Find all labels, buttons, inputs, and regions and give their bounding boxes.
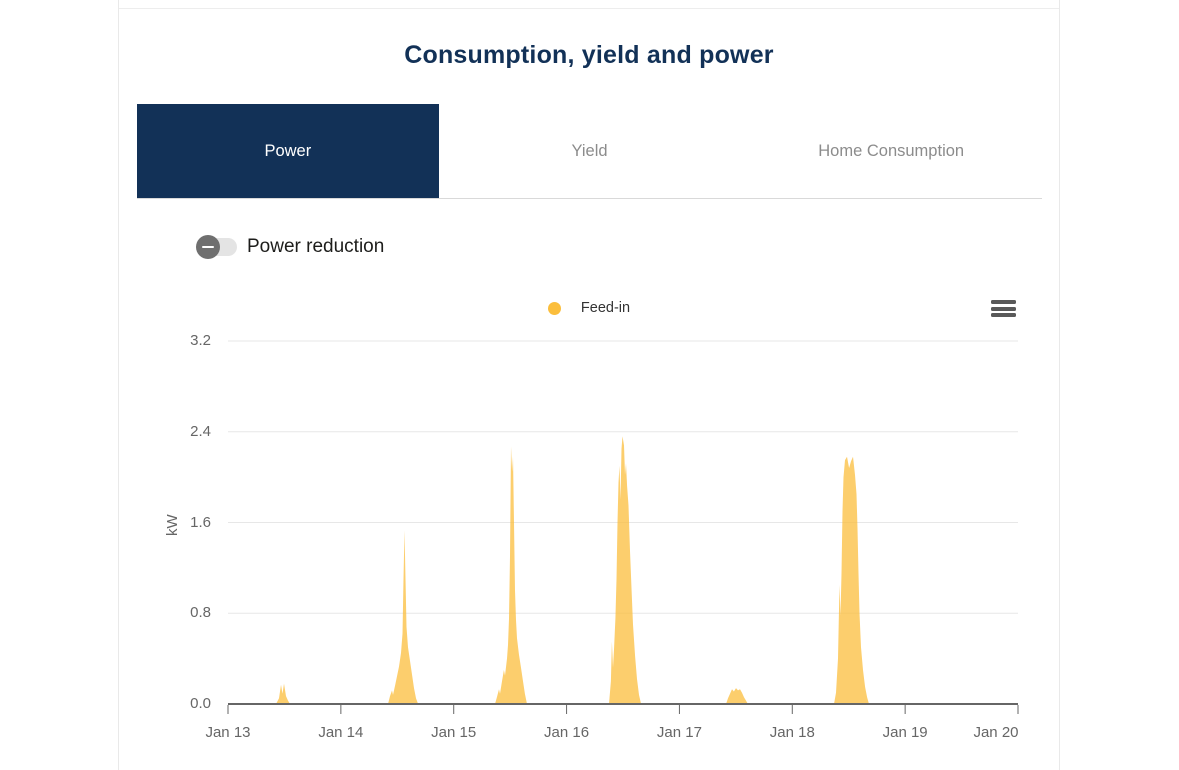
feed-in-color-dot	[547, 301, 561, 315]
x-tick-label: Jan 16	[544, 724, 590, 741]
x-tick-label: Jan 14	[318, 724, 364, 741]
tab-power[interactable]: Power	[137, 104, 439, 198]
page-title: Consumption, yield and power	[404, 41, 774, 69]
export-menu-button[interactable]	[991, 300, 1016, 317]
power-reduction-label: Power reduction	[247, 236, 385, 257]
legend-item-feed-in[interactable]: Feed-in	[547, 300, 631, 316]
x-tick-label: Jan 20	[973, 724, 1019, 741]
hamburger-icon	[991, 300, 1016, 304]
tab-yield[interactable]: Yield	[571, 141, 608, 160]
y-tick-label: 3.2	[190, 332, 211, 349]
content-card: Consumption, yield and power Power Yield…	[118, 0, 1060, 770]
x-tick-label: Jan 18	[769, 724, 815, 741]
y-tick-label: 2.4	[190, 422, 211, 440]
x-tick-label: Jan 17	[656, 724, 702, 741]
chart-legend: Feed-in	[119, 296, 1059, 320]
y-tick-label: 1.6	[190, 513, 211, 531]
power-reduction-toggle[interactable]	[196, 235, 239, 259]
y-tick-label: 0.0	[190, 695, 211, 712]
tab-home-consumption[interactable]: Home Consumption	[818, 141, 965, 160]
power-reduction-row: Power reduction	[196, 234, 385, 260]
toggle-knob	[196, 235, 220, 259]
minus-icon	[202, 245, 214, 249]
x-tick-label: Jan 19	[882, 724, 928, 741]
top-divider	[119, 8, 1059, 9]
y-tick-label: 0.8	[190, 604, 211, 622]
legend-label: Feed-in	[580, 300, 631, 316]
tab-bar: Power Yield Home Consumption	[137, 104, 1042, 199]
chart-plot-area[interactable]	[227, 330, 1019, 720]
feed-in-area-series	[228, 436, 1018, 704]
x-tick-label: Jan 15	[431, 724, 477, 741]
x-tick-label: Jan 13	[205, 724, 251, 741]
